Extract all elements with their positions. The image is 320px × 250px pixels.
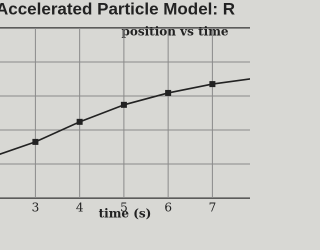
- x-tick-label: 5: [120, 201, 128, 215]
- point: [209, 81, 216, 88]
- x-tick-label: 7: [209, 201, 217, 215]
- paper: [0, 0, 250, 250]
- plot-area: [0, 28, 250, 198]
- x-tick-label: 3: [32, 201, 40, 215]
- chart-title: Accelerated Particle Model: R: [0, 0, 235, 18]
- x-tick-label: 4: [76, 201, 84, 215]
- point: [32, 138, 39, 145]
- chart: Accelerated Particle Model: R position v…: [0, 0, 250, 250]
- point: [120, 101, 127, 108]
- point: [76, 118, 83, 125]
- x-tick-label: 6: [164, 201, 172, 215]
- page: Accelerated Particle Model: R position v…: [0, 0, 250, 250]
- point: [165, 89, 172, 96]
- x-axis-label: time (s): [99, 207, 152, 221]
